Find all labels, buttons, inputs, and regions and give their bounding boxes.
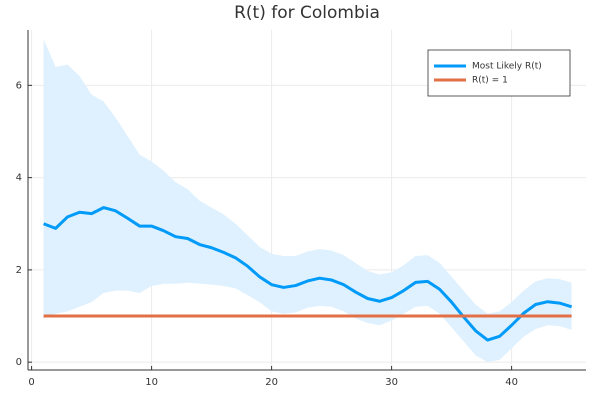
line: [43, 206, 573, 342]
y-tick-label: 6: [16, 80, 22, 91]
legend: Most Likely R(t) R(t) = 1: [427, 49, 571, 97]
y-tick-label: 2: [16, 265, 22, 276]
chart-title: R(t) for Colombia: [234, 3, 380, 23]
x-tick-label: 30: [385, 377, 398, 388]
y-tick-label: 0: [16, 357, 22, 368]
legend-box: [427, 49, 571, 97]
confidence-band: [43, 39, 572, 363]
x-tick-label: 10: [145, 377, 158, 388]
x-tick-label: 40: [505, 377, 518, 388]
legend-label: Most Likely R(t): [472, 62, 542, 72]
legend-label: R(t) = 1: [472, 76, 508, 86]
x-tick-label: 0: [28, 377, 34, 388]
y-tick-label: 4: [16, 173, 22, 184]
x-tick-label: 20: [265, 377, 278, 388]
